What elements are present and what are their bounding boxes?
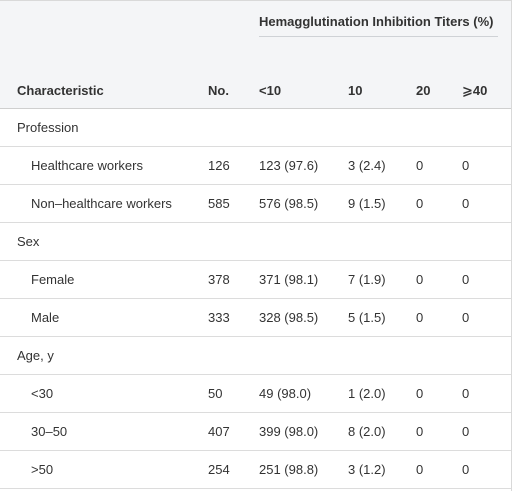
cell-20: 0 — [416, 196, 424, 211]
cell-20: 0 — [416, 272, 424, 287]
row-label: >50 — [31, 462, 54, 477]
cell-10: 3 (2.4) — [348, 158, 386, 173]
cell-20: 0 — [416, 310, 424, 325]
row-label: Female — [31, 272, 75, 287]
cell-10: 8 (2.0) — [348, 424, 386, 439]
row-label: <30 — [31, 386, 54, 401]
cell-20: 0 — [416, 158, 424, 173]
spanner-rule — [259, 36, 498, 37]
cell-lt10: 251 (98.8) — [259, 462, 319, 477]
cell-lt10: 371 (98.1) — [259, 272, 319, 287]
cell-lt10: 123 (97.6) — [259, 158, 319, 173]
cell-no: 254 — [208, 462, 230, 477]
cell-ge40: 0 — [462, 386, 470, 401]
cell-ge40: 0 — [462, 310, 470, 325]
table-group-row: Sex — [0, 223, 511, 261]
cell-20: 0 — [416, 424, 424, 439]
row-label: 30–50 — [31, 424, 68, 439]
cell-no: 50 — [208, 386, 223, 401]
cell-lt10: 576 (98.5) — [259, 196, 319, 211]
table-group-row: Age, y — [0, 337, 511, 375]
header-20: 20 — [416, 83, 431, 98]
cell-10: 9 (1.5) — [348, 196, 386, 211]
table-row: 30–50 407 399 (98.0) 8 (2.0) 0 0 — [0, 413, 511, 451]
column-spanner-title: Hemagglutination Inhibition Titers (%) — [259, 14, 494, 29]
cell-10: 7 (1.9) — [348, 272, 386, 287]
table-row: <30 50 49 (98.0) 1 (2.0) 0 0 — [0, 375, 511, 413]
cell-lt10: 399 (98.0) — [259, 424, 319, 439]
cell-ge40: 0 — [462, 424, 470, 439]
row-label: Sex — [17, 234, 40, 249]
row-label: Non–healthcare workers — [31, 196, 172, 211]
row-label: Healthcare workers — [31, 158, 143, 173]
header-characteristic: Characteristic — [17, 83, 104, 98]
header-10: 10 — [348, 83, 363, 98]
cell-ge40: 0 — [462, 158, 470, 173]
cell-ge40: 0 — [462, 196, 470, 211]
cell-lt10: 49 (98.0) — [259, 386, 312, 401]
row-label: Profession — [17, 120, 79, 135]
table-row: Non–healthcare workers 585 576 (98.5) 9 (1.… — [0, 185, 511, 223]
cell-no: 126 — [208, 158, 230, 173]
header-no: No. — [208, 83, 229, 98]
cell-no: 378 — [208, 272, 230, 287]
cell-no: 333 — [208, 310, 230, 325]
table-group-row: Profession — [0, 109, 511, 147]
cell-no: 585 — [208, 196, 230, 211]
cell-ge40: 0 — [462, 272, 470, 287]
header-lt10: <10 — [259, 83, 282, 98]
cell-10: 5 (1.5) — [348, 310, 386, 325]
table-body: Profession Healthcare workers 126 123 (97.6… — [0, 109, 511, 489]
table-header: Hemagglutination Inhibition Titers (%) C… — [0, 1, 511, 109]
cell-20: 0 — [416, 462, 424, 477]
cell-20: 0 — [416, 386, 424, 401]
cell-ge40: 0 — [462, 462, 470, 477]
table-row: Healthcare workers 126 123 (97.6) 3 (2.4) 0 0 — [0, 147, 511, 185]
cell-lt10: 328 (98.5) — [259, 310, 319, 325]
cell-no: 407 — [208, 424, 230, 439]
row-label: Age, y — [17, 348, 54, 363]
table-row: Female 378 371 (98.1) 7 (1.9) 0 0 — [0, 261, 511, 299]
row-label: Male — [31, 310, 60, 325]
table-row: >50 254 251 (98.8) 3 (1.2) 0 0 — [0, 451, 511, 489]
cell-10: 1 (2.0) — [348, 386, 386, 401]
table-row: Male 333 328 (98.5) 5 (1.5) 0 0 — [0, 299, 511, 337]
header-ge40: ⩾40 — [462, 83, 488, 98]
cell-10: 3 (1.2) — [348, 462, 386, 477]
